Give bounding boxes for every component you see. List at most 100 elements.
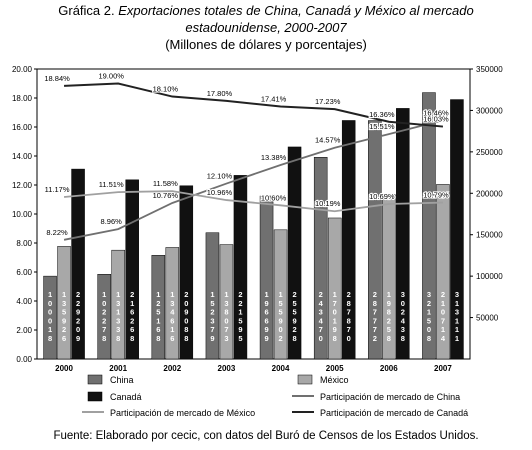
- left-axis-tick-label: 2.00: [16, 326, 32, 335]
- bar-value-digit: 5: [292, 299, 296, 308]
- line-value-label: 8.96%: [101, 217, 123, 226]
- bar-value-digit: 8: [387, 334, 391, 343]
- bar-value-digit: 0: [224, 316, 228, 325]
- legend-label: México: [320, 375, 349, 385]
- bar-value-digit: 1: [116, 308, 120, 317]
- right-axis-tick-label: 350000: [476, 65, 503, 74]
- bar-value-digit: 1: [102, 290, 106, 299]
- legend-swatch: [87, 374, 103, 385]
- bar-value-digit: 5: [278, 308, 282, 317]
- bar-value-digit: 5: [387, 325, 391, 334]
- bar-china: [313, 157, 328, 360]
- bar-canadá: [450, 99, 464, 360]
- bar-value-digit: 3: [427, 290, 431, 299]
- bar-value-digit: 5: [156, 308, 160, 317]
- bar-value-digit: 2: [210, 308, 214, 317]
- chart-title-italic-1: Exportaciones totales de China, Canadá y…: [118, 3, 474, 18]
- bar-value-digit: 5: [210, 299, 214, 308]
- right-axis-tick-label: 50000: [476, 314, 499, 323]
- bar-value-digit: 2: [76, 290, 80, 299]
- bar-value-digit: 6: [264, 308, 268, 317]
- bar-value-digit: 2: [319, 290, 323, 299]
- bar-value-digit: 3: [116, 325, 120, 334]
- bar-canadá: [287, 146, 302, 360]
- line-value-label: 18.84%: [44, 74, 70, 83]
- bar-value-digit: 6: [170, 316, 174, 325]
- bar-value-digit: 6: [130, 325, 134, 334]
- bar-value-digit: 2: [347, 290, 351, 299]
- legend-label: Canadá: [110, 392, 142, 402]
- bar-méxico: [327, 217, 342, 360]
- bar-value-digit: 6: [264, 316, 268, 325]
- bar-méxico: [57, 246, 71, 360]
- bar-value-digit: 4: [319, 299, 324, 308]
- bar-value-digit: 8: [102, 334, 106, 343]
- bar-value-digit: 0: [427, 325, 431, 334]
- bar-value-digit: 8: [130, 334, 134, 343]
- bar-value-digit: 1: [170, 325, 174, 334]
- bar-value-digit: 9: [210, 334, 214, 343]
- right-axis-tick-label: 300000: [476, 106, 503, 115]
- bar-value-digit: 1: [278, 290, 282, 299]
- bar-value-digit: 3: [455, 290, 459, 299]
- bar-value-digit: 6: [130, 308, 134, 317]
- line-canada-share: [64, 82, 444, 128]
- line-value-label: 11.51%: [99, 180, 124, 189]
- bar-value-digit: 2: [278, 334, 282, 343]
- left-axis-tick-label: 0.00: [16, 355, 32, 364]
- x-axis-category-label: 2004: [272, 364, 290, 373]
- bar-value-digit: 8: [333, 334, 337, 343]
- bar-méxico: [273, 229, 288, 360]
- bar-value-digit: 3: [224, 299, 228, 308]
- left-axis-tick-label: 10.00: [12, 210, 33, 219]
- bar-value-digit: 6: [62, 334, 66, 343]
- bar-value-digit: 1: [130, 299, 134, 308]
- bar-value-digit: 1: [441, 325, 445, 334]
- legend-label: China: [110, 375, 134, 385]
- line-china-share: [63, 119, 444, 241]
- bar-value-digit: 0: [76, 325, 80, 334]
- legend-label: Participación de mercado de Canadá: [320, 408, 468, 418]
- bar-value-digit: 5: [238, 334, 242, 343]
- bar-value-digit: 9: [76, 334, 80, 343]
- bar-value-digit: 3: [224, 334, 228, 343]
- source-note: Fuente: Elaborado por cecic, con datos d…: [53, 430, 479, 442]
- x-axis-category-label: 2007: [434, 364, 452, 373]
- bar-value-digit: 5: [278, 299, 282, 308]
- legend-swatch: [87, 391, 103, 402]
- bar-value-digit: 0: [48, 316, 52, 325]
- bar-value-digit: 2: [184, 290, 188, 299]
- line-value-label: 10.69%: [369, 192, 395, 201]
- left-axis-tick-label: 4.00: [16, 297, 32, 306]
- x-axis-category-label: 2002: [163, 364, 181, 373]
- bar-value-digit: 2: [238, 299, 242, 308]
- bar-value-digit: 0: [319, 334, 323, 343]
- bar-value-digit: 7: [373, 308, 377, 317]
- bar-value-digit: 7: [373, 325, 377, 334]
- bar-value-digit: 9: [62, 316, 66, 325]
- line-value-label: 10.96%: [207, 188, 233, 197]
- bar-canadá: [396, 108, 410, 360]
- bar-value-digit: 1: [455, 334, 459, 343]
- line-value-label: 13.38%: [261, 153, 287, 162]
- line-value-label: 10.19%: [315, 199, 341, 208]
- bar-value-digit: 7: [102, 325, 106, 334]
- x-axis-category-label: 2000: [55, 364, 73, 373]
- left-axis-tick-label: 12.00: [12, 181, 33, 190]
- bar-value-digit: 0: [401, 299, 405, 308]
- right-axis-tick-label: 100000: [476, 272, 503, 281]
- bar-value-digit: 3: [62, 299, 66, 308]
- bar-value-digit: 7: [319, 325, 323, 334]
- bar-value-digit: 7: [347, 325, 351, 334]
- line-value-label: 17.41%: [261, 95, 287, 104]
- bar-value-digit: 4: [441, 334, 446, 343]
- bar-value-digit: 8: [224, 308, 228, 317]
